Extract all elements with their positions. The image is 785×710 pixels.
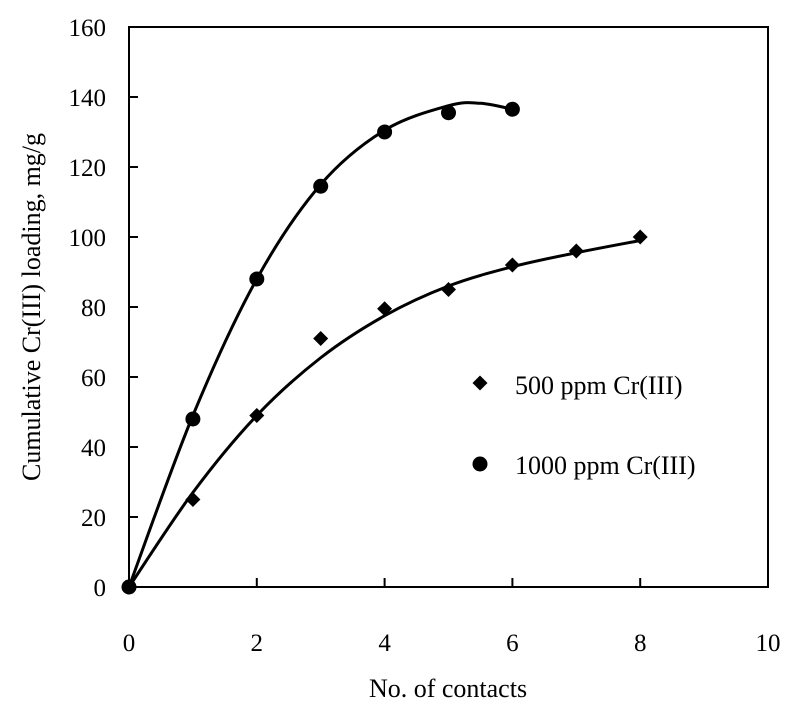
point-500ppm-3: [313, 331, 329, 346]
x-tick-label-4: 4: [378, 630, 391, 657]
data-points: [121, 101, 648, 595]
y-tick-label-0: 0: [94, 575, 107, 602]
x-tick-label-2: 2: [251, 630, 264, 657]
x-tick-label-10: 10: [756, 630, 781, 657]
x-axis-title: No. of contacts: [369, 674, 527, 703]
point-500ppm-5: [441, 282, 456, 297]
legend-marker-500ppm: [472, 375, 488, 391]
point-500ppm-4: [377, 301, 393, 317]
fit-curves: [127, 101, 641, 588]
legend-symbol-500ppm: [472, 375, 488, 391]
legend-symbol-1000ppm: [472, 456, 488, 472]
legend-label-1000ppm: 1000 ppm Cr(III): [515, 451, 696, 480]
x-axis-ticks: 0 2 4 6 8 10: [123, 578, 781, 657]
x-tick-label-8: 8: [634, 630, 647, 657]
legend-marker-1000ppm: [472, 456, 488, 472]
point-1000ppm-3: [313, 178, 329, 194]
point-500ppm-1: [185, 492, 201, 507]
point-1000ppm-0: [121, 579, 137, 595]
point-1000ppm-5: [441, 105, 456, 121]
fit-curve-500ppm: [127, 239, 641, 588]
point-1000ppm-6: [504, 101, 520, 117]
y-tick-label-40: 40: [81, 435, 106, 462]
point-500ppm-7: [568, 243, 584, 259]
x-tick-label-6: 6: [506, 630, 519, 657]
y-axis-ticks: 0 20 40 60 80 100 120 140 160: [69, 15, 138, 602]
y-tick-label-160: 160: [69, 15, 107, 42]
y-tick-label-20: 20: [81, 505, 106, 532]
y-axis-title: Cumulative Cr(III) loading, mg/g: [17, 133, 46, 481]
legend: 500 ppm Cr(III) 1000 ppm Cr(III): [472, 371, 696, 480]
point-500ppm-8: [632, 229, 648, 245]
point-500ppm-6: [504, 257, 520, 273]
y-tick-label-100: 100: [69, 225, 107, 252]
y-tick-label-140: 140: [69, 85, 107, 112]
point-1000ppm-2: [249, 271, 265, 287]
y-tick-label-80: 80: [81, 295, 106, 322]
point-1000ppm-4: [377, 124, 393, 140]
point-500ppm-2: [249, 408, 265, 423]
y-tick-label-120: 120: [69, 155, 107, 182]
legend-label-500ppm: 500 ppm Cr(III): [515, 371, 683, 400]
x-tick-label-0: 0: [123, 630, 136, 657]
point-1000ppm-1: [185, 411, 201, 427]
y-tick-label-60: 60: [81, 365, 106, 392]
